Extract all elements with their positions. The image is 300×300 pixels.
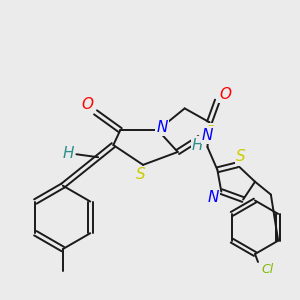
Text: Cl: Cl: [262, 263, 274, 276]
Text: O: O: [82, 97, 94, 112]
Text: N: N: [202, 128, 213, 142]
Text: O: O: [219, 87, 231, 102]
Text: S: S: [136, 167, 146, 182]
Text: H: H: [192, 137, 203, 152]
Text: H: H: [63, 146, 74, 161]
Text: N: N: [208, 190, 219, 205]
Text: S: S: [205, 125, 214, 140]
Text: N: N: [156, 120, 168, 135]
Text: S: S: [236, 149, 246, 164]
